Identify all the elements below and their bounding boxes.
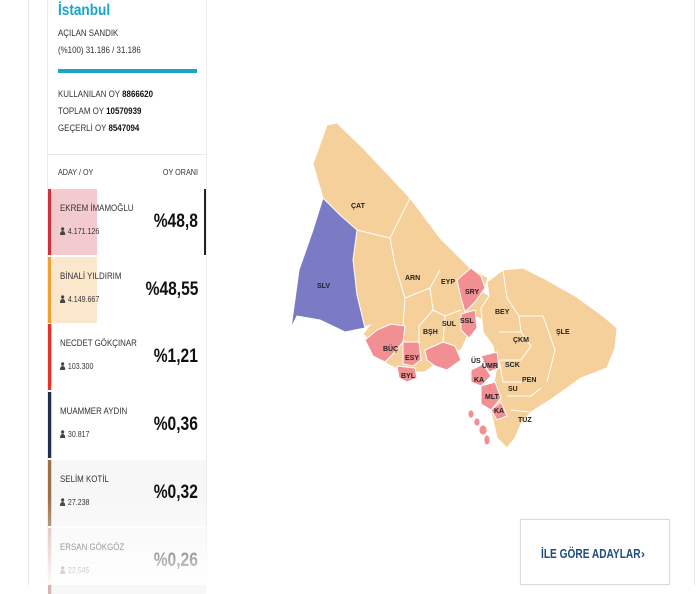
district-esy[interactable] <box>403 342 421 366</box>
candidate-share-fill <box>51 189 97 255</box>
district-label-cat: ÇAT <box>351 203 366 210</box>
page-frame-right <box>694 0 695 585</box>
princes-islands[interactable] <box>468 410 490 445</box>
candidate-percent: %48,8 <box>154 211 198 233</box>
candidates-by-province-label: İLE GÖRE ADAYLAR <box>541 546 641 561</box>
candidate-votes-value: 27.238 <box>68 498 90 507</box>
district-label-kad1: KA <box>474 377 484 384</box>
stat-used-label: KULLANILAN OY <box>58 89 120 99</box>
istanbul-district-map[interactable]: ÇAT SLV ARN EYP SRY BEY ŞLE BŞH SUL SSL … <box>285 120 625 460</box>
candidate-share-fill <box>51 324 52 390</box>
opened-progress-fill <box>58 69 197 73</box>
district-label-sry: SRY <box>465 289 479 296</box>
candidate-name: NECDET GÖKÇINAR <box>60 338 137 348</box>
results-panel: İstanbul AÇILAN SANDIK (%100) 31.186 / 3… <box>47 0 207 585</box>
candidate-percent: %0,36 <box>154 414 198 436</box>
page-frame-left <box>28 0 29 585</box>
candidate-percent: %1,21 <box>154 346 198 368</box>
candidate-votes: 22.545 <box>60 566 89 575</box>
table-header-candidate: ADAY / OY <box>58 168 93 177</box>
stat-valid: GEÇERLİ OY 8547094 <box>58 123 139 133</box>
opened-ballot-value: (%100) 31.186 / 31.186 <box>58 45 141 55</box>
district-label-umr: ÜMR <box>482 361 498 370</box>
district-label-esy: ESY <box>405 355 419 362</box>
candidate-percent: %0,32 <box>154 482 198 504</box>
candidate-share-fill <box>51 257 97 323</box>
district-label-pen: PEN <box>522 377 536 384</box>
candidate-votes: 103.300 <box>60 362 93 371</box>
candidates-by-province-button[interactable]: İLE GÖRE ADAYLAR › <box>520 519 670 585</box>
candidate-votes: 27.238 <box>60 498 89 507</box>
candidate-votes: 30.817 <box>60 430 89 439</box>
district-label-bey: BEY <box>495 309 510 316</box>
candidate-votes-value: 4.149.667 <box>68 295 99 304</box>
user-icon <box>60 430 65 438</box>
district-label-mlt: MLT <box>485 394 500 401</box>
opened-progress-bar <box>58 69 197 73</box>
user-icon <box>60 566 65 574</box>
user-icon <box>60 227 65 235</box>
district-label-eyp: EYP <box>441 279 455 286</box>
stat-total-label: TOPLAM OY <box>58 106 104 116</box>
candidate-row[interactable]: EKREM İMAMOĞLU 4.171.126 %48,8 <box>48 189 206 255</box>
candidate-row[interactable]: BİNALİ YILDIRIM 4.149.667 %48,55 <box>48 257 206 323</box>
chevron-right-icon: › <box>641 547 645 561</box>
district-label-buc: BÜÇ <box>383 344 398 353</box>
district-label-ckm: ÇKM <box>513 337 529 344</box>
candidate-name: EKREM İMAMOĞLU <box>60 203 133 213</box>
candidate-votes-value: 103.300 <box>68 362 93 371</box>
candidate-votes-value: 30.817 <box>68 430 90 439</box>
opened-ballot-label: AÇILAN SANDIK <box>58 28 118 38</box>
user-icon <box>60 295 65 303</box>
city-title: İstanbul <box>58 2 110 20</box>
candidate-votes-value: 4.171.126 <box>68 227 99 236</box>
district-label-arn: ARN <box>405 275 420 282</box>
district-label-bsh: BŞH <box>423 329 438 336</box>
candidate-name: MUAMMER AYDIN <box>60 406 127 416</box>
stat-used-value: 8866620 <box>122 89 153 99</box>
candidate-name: SELİM KOTİL <box>60 474 109 484</box>
district-label-byl: BYL <box>401 373 416 380</box>
leader-marker <box>204 189 206 255</box>
user-icon <box>60 362 65 370</box>
divider <box>48 154 206 155</box>
user-icon <box>60 498 65 506</box>
candidate-votes: 4.171.126 <box>60 227 99 236</box>
candidate-name: ERSAN GÖKGÖZ <box>60 542 124 552</box>
candidate-percent: %0,26 <box>154 550 198 572</box>
district-label-ssl: SSL <box>460 318 474 325</box>
candidate-row[interactable]: MUAMMER AYDIN 30.817 %0,36 <box>48 392 206 458</box>
stat-total-value: 10570939 <box>106 106 141 116</box>
district-label-kad2: KA <box>494 408 504 415</box>
district-label-sul: SUL <box>442 321 457 328</box>
table-header-rate: OY ORANI <box>163 168 198 177</box>
candidate-name: BİNALİ YILDIRIM <box>60 271 121 281</box>
stat-valid-value: 8547094 <box>108 123 139 133</box>
district-label-sle: ŞLE <box>556 329 570 336</box>
candidate-percent: %48,55 <box>145 279 198 301</box>
candidate-votes: 4.149.667 <box>60 295 99 304</box>
district-label-su: SU <box>508 386 518 393</box>
district-label-usk: ÜS <box>471 356 481 365</box>
district-label-slv: SLV <box>317 283 330 290</box>
district-label-sck: SCK <box>505 362 520 369</box>
stat-used: KULLANILAN OY 8866620 <box>58 89 153 99</box>
stat-total: TOPLAM OY 10570939 <box>58 106 141 116</box>
stat-valid-label: GEÇERLİ OY <box>58 123 106 133</box>
candidate-row[interactable]: ERSAN GÖKGÖZ 22.545 %0,26 <box>48 528 206 594</box>
candidate-votes-value: 22.545 <box>68 566 90 575</box>
district-label-tuz: TUZ <box>518 417 532 424</box>
candidate-row[interactable]: SELİM KOTİL 27.238 %0,32 <box>48 460 206 526</box>
candidate-row[interactable]: NECDET GÖKÇINAR 103.300 %1,21 <box>48 324 206 390</box>
